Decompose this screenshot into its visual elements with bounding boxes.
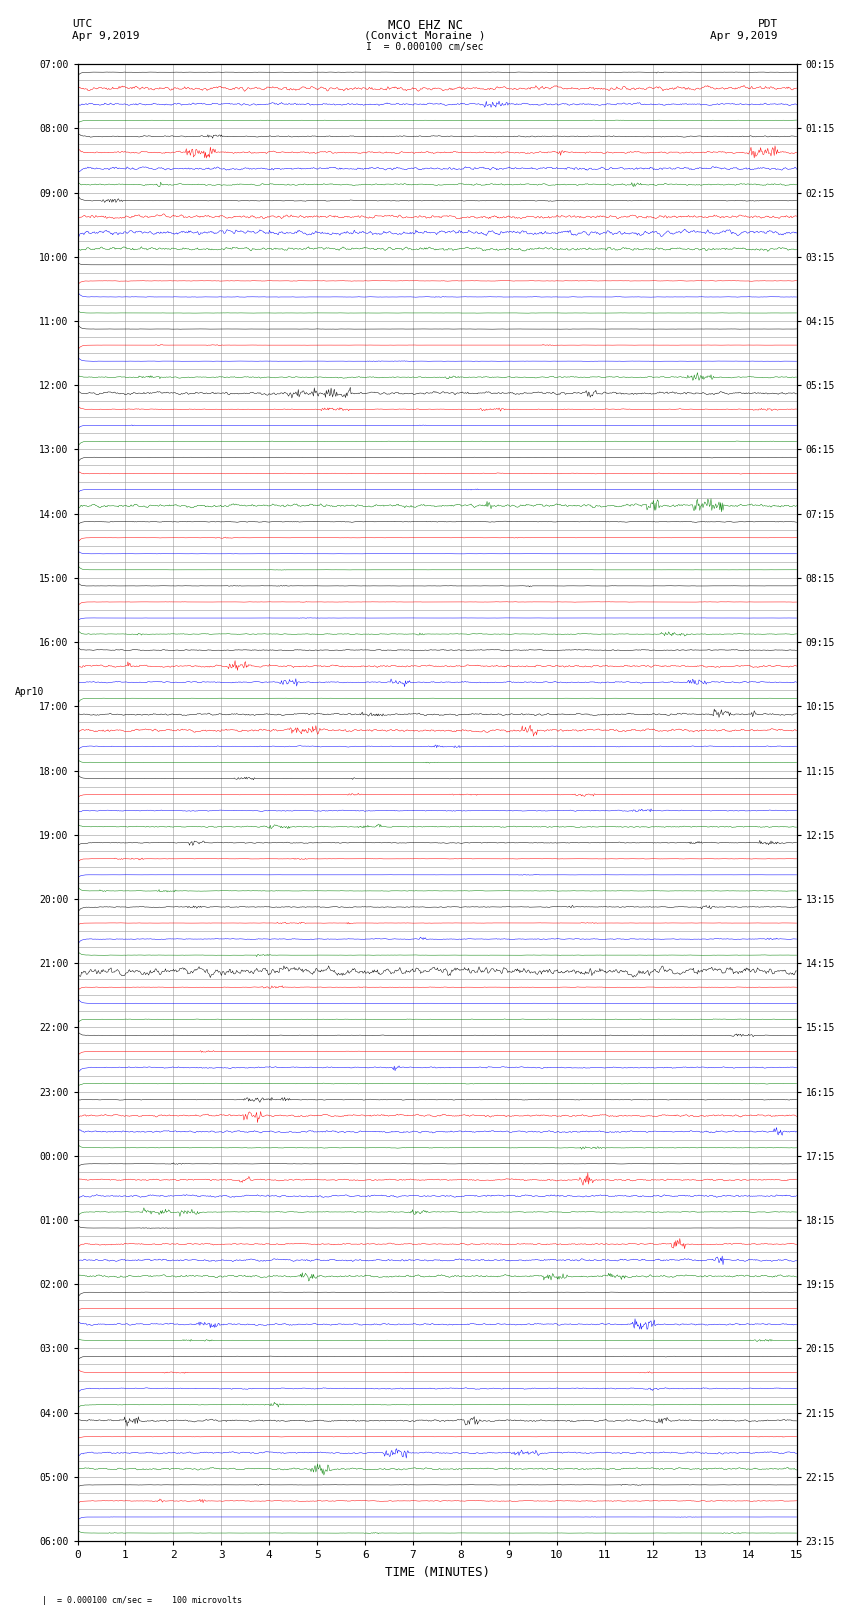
Text: Apr 9,2019: Apr 9,2019 <box>711 31 778 40</box>
Text: I  = 0.000100 cm/sec: I = 0.000100 cm/sec <box>366 42 484 52</box>
Text: Apr 9,2019: Apr 9,2019 <box>72 31 139 40</box>
Text: (Convict Moraine ): (Convict Moraine ) <box>365 31 485 40</box>
Text: UTC: UTC <box>72 19 93 29</box>
Text: Apr10: Apr10 <box>15 687 44 697</box>
Text: PDT: PDT <box>757 19 778 29</box>
Text: MCO EHZ NC: MCO EHZ NC <box>388 19 462 32</box>
Text: |  = 0.000100 cm/sec =    100 microvolts: | = 0.000100 cm/sec = 100 microvolts <box>42 1595 242 1605</box>
X-axis label: TIME (MINUTES): TIME (MINUTES) <box>384 1566 490 1579</box>
